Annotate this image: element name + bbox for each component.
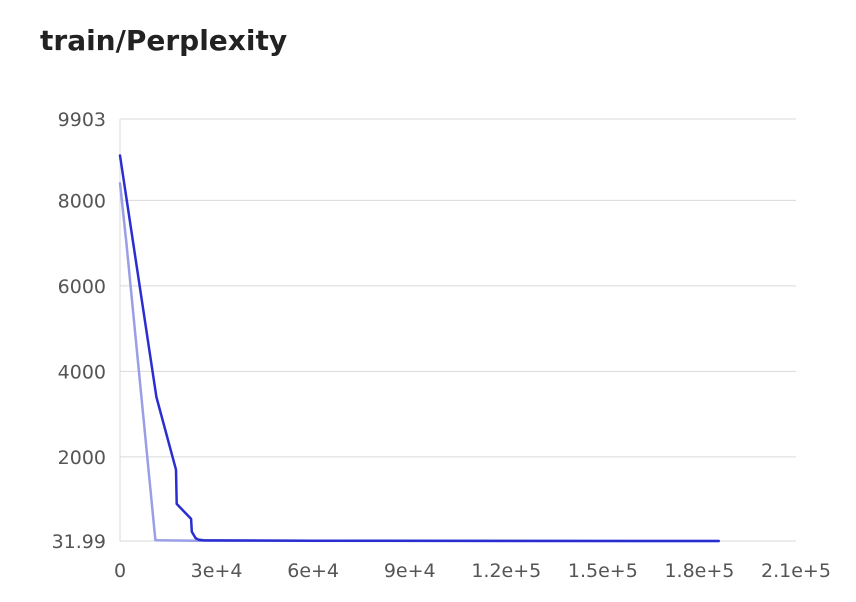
y-tick-label: 31.99 (52, 531, 106, 553)
y-tick-label: 6000 (58, 276, 106, 298)
x-tick-label: 1.8e+5 (664, 560, 734, 582)
series-lines (118, 154, 720, 543)
chart-title: train/Perplexity (40, 24, 288, 57)
x-axis-ticks: 0 3e+4 6e+4 9e+4 1.2e+5 1.5e+5 1.8e+5 2.1e+5 (114, 560, 831, 582)
series-line-1 (118, 182, 720, 543)
x-tick-label: 6e+4 (287, 560, 339, 582)
y-tick-label: 4000 (58, 361, 106, 383)
y-tick-label: 2000 (58, 447, 106, 469)
series-line-2 (118, 154, 720, 543)
gridlines (120, 118, 796, 542)
y-tick-label: 8000 (58, 190, 106, 212)
x-tick-label: 1.5e+5 (568, 560, 638, 582)
x-tick-label: 0 (114, 560, 126, 582)
x-tick-label: 1.2e+5 (471, 560, 541, 582)
x-tick-label: 9e+4 (384, 560, 436, 582)
x-tick-label: 2.1e+5 (761, 560, 831, 582)
y-tick-label: 9903 (58, 109, 106, 131)
x-tick-label: 3e+4 (191, 560, 243, 582)
y-axis-ticks: 31.99 2000 4000 6000 8000 9903 (52, 109, 106, 553)
